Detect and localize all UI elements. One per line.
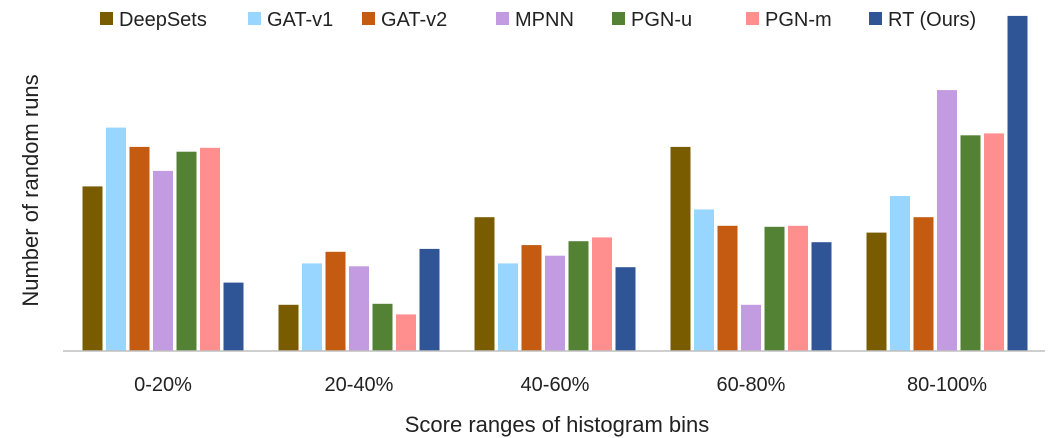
bar-gat-v1-20-40	[302, 263, 322, 351]
bar-pgn-u-20-40	[372, 303, 393, 351]
legend-label-gat-v1: GAT-v1	[267, 9, 333, 31]
bar-rt-ours-20-40	[419, 248, 440, 351]
x-axis-title: Score ranges of histogram bins	[405, 412, 710, 437]
x-tick-label-0-20: 0-20%	[134, 374, 192, 396]
legend-label-pgn-m: PGN-m	[765, 9, 832, 31]
legend-label-deepsets: DeepSets	[119, 9, 207, 31]
legend-label-rt-ours: RT (Ours)	[888, 9, 976, 31]
legend-item-mpnn: MPNN	[496, 9, 574, 31]
bar-mpnn-40-60	[545, 255, 565, 351]
bar-pgn-u-60-80	[764, 226, 785, 351]
x-axis-ticks: 0-20% 20-40% 40-60% 60-80% 80-100%	[134, 374, 987, 396]
bar-pgn-m-0-20	[200, 147, 220, 351]
bar-deepsets-60-80	[670, 146, 691, 351]
legend-swatch-gat-v2	[362, 12, 375, 25]
legend-item-rt-ours: RT (Ours)	[869, 9, 976, 31]
bar-pgn-u-80-100	[960, 135, 981, 351]
bar-deepsets-0-20	[82, 186, 103, 351]
bar-rt-ours-80-100	[1007, 15, 1028, 352]
x-tick-label-80-100: 80-100%	[907, 374, 987, 396]
legend-swatch-deepsets	[100, 12, 113, 25]
bar-mpnn-80-100	[937, 90, 957, 351]
bar-pgn-u-40-60	[568, 241, 589, 351]
x-tick-label-20-40: 20-40%	[325, 374, 394, 396]
bar-mpnn-60-80	[741, 304, 761, 351]
legend-label-gat-v2: GAT-v2	[381, 9, 447, 31]
bar-gat-v2-60-80	[717, 225, 738, 351]
bar-gat-v1-0-20	[106, 127, 126, 351]
bar-deepsets-20-40	[278, 304, 299, 351]
legend-swatch-gat-v1	[248, 12, 261, 25]
plot-area	[82, 15, 1028, 352]
bar-deepsets-80-100	[866, 232, 887, 351]
bar-gat-v2-20-40	[325, 251, 346, 351]
bar-gat-v1-40-60	[498, 263, 518, 351]
bar-pgn-m-40-60	[592, 237, 612, 351]
bar-mpnn-20-40	[349, 266, 369, 351]
bar-deepsets-40-60	[474, 217, 495, 351]
legend-label-mpnn: MPNN	[515, 9, 574, 31]
legend-item-pgn-m: PGN-m	[746, 9, 832, 31]
legend-swatch-pgn-u	[612, 12, 625, 25]
bar-pgn-m-60-80	[788, 225, 808, 351]
bar-rt-ours-0-20	[223, 282, 244, 351]
x-tick-label-60-80: 60-80%	[717, 374, 786, 396]
legend-swatch-rt-ours	[869, 12, 882, 25]
y-axis-title: Number of random runs	[18, 74, 43, 306]
bar-gat-v2-80-100	[913, 217, 934, 351]
legend-item-gat-v2: GAT-v2	[362, 9, 447, 31]
bar-gat-v2-0-20	[129, 146, 150, 351]
legend: DeepSets GAT-v1 GAT-v2 MPNN PGN-u PGN-m RT (Ou…	[100, 9, 976, 31]
legend-label-pgn-u: PGN-u	[631, 9, 692, 31]
bar-mpnn-0-20	[153, 170, 173, 351]
legend-item-pgn-u: PGN-u	[612, 9, 692, 31]
legend-item-deepsets: DeepSets	[100, 9, 207, 31]
bar-rt-ours-40-60	[615, 267, 636, 351]
x-tick-label-40-60: 40-60%	[521, 374, 590, 396]
bar-pgn-u-0-20	[176, 151, 197, 351]
bar-gat-v2-40-60	[521, 245, 542, 351]
bar-pgn-m-20-40	[396, 314, 416, 351]
legend-swatch-mpnn	[496, 12, 509, 25]
bar-pgn-m-80-100	[984, 133, 1004, 351]
legend-item-gat-v1: GAT-v1	[248, 9, 333, 31]
legend-swatch-pgn-m	[746, 12, 759, 25]
bar-gat-v1-60-80	[694, 209, 714, 351]
bar-rt-ours-60-80	[811, 242, 832, 351]
bar-gat-v1-80-100	[890, 196, 910, 351]
